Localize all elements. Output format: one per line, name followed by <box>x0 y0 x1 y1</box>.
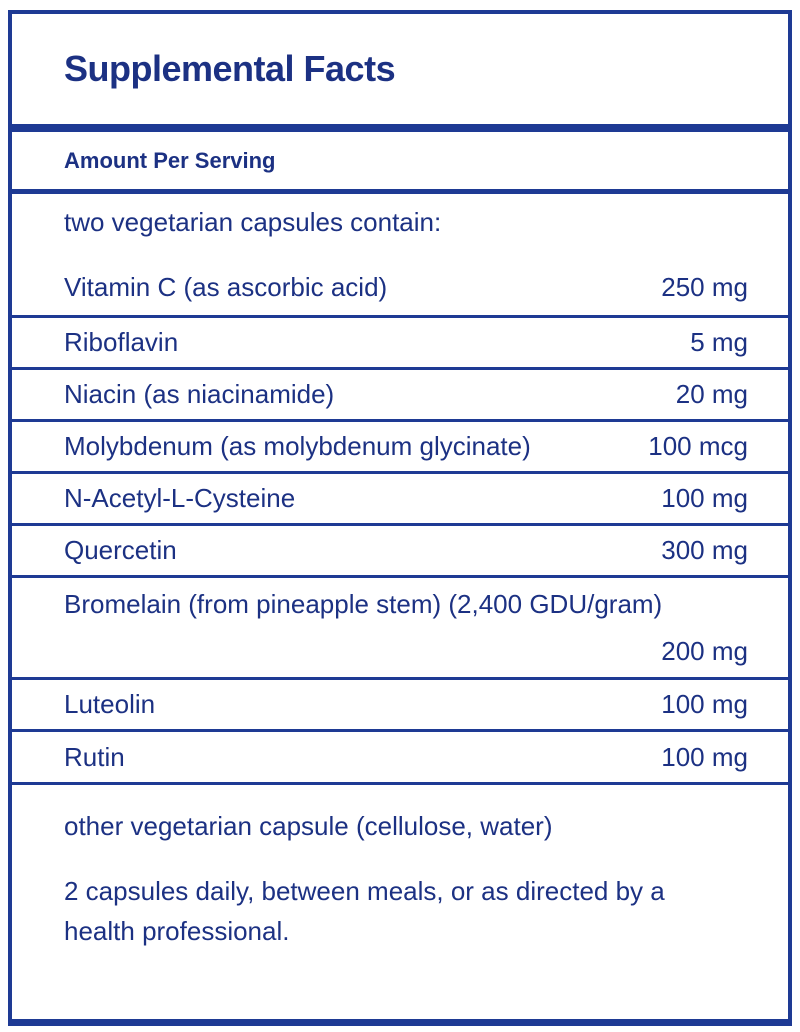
table-row: Luteolin 100 mg <box>12 680 788 732</box>
ingredient-amount: 5 mg <box>690 327 748 357</box>
ingredient-amount: 20 mg <box>675 379 748 409</box>
footer-cell: other vegetarian capsule (cellulose, wat… <box>12 785 788 980</box>
ingredient-name: Rutin <box>64 741 125 772</box>
ingredient-name: N-Acetyl-L-Cysteine <box>64 483 296 513</box>
table-row: Riboflavin 5 mg <box>12 318 788 370</box>
table-row: N-Acetyl-L-Cysteine 100 mg <box>12 474 788 526</box>
ingredient-amount: 200 mg <box>661 635 748 666</box>
table-row: Molybdenum (as molybdenum glycinate) 100… <box>12 422 788 474</box>
ingredient-name: Riboflavin <box>64 327 179 357</box>
serving-note: two vegetarian capsules contain: <box>64 206 442 237</box>
ingredient-amount: 100 mg <box>661 741 748 772</box>
ingredient-amount: 250 mg <box>661 271 748 302</box>
table-row: Rutin 100 mg <box>12 732 788 785</box>
ingredient-amount: 100 mg <box>661 689 748 719</box>
supplement-facts-panel: Supplemental Facts Amount Per Serving tw… <box>8 10 792 1026</box>
table-row: Quercetin 300 mg <box>12 526 788 578</box>
ingredient-amount: 300 mg <box>661 535 748 565</box>
ingredient-name: Bromelain (from pineapple stem) (2,400 G… <box>64 588 663 619</box>
serving-cell: two vegetarian capsules contain: Vitamin… <box>12 194 788 318</box>
title-section: Supplemental Facts <box>12 14 788 132</box>
ingredient-amount: 100 mcg <box>648 431 748 461</box>
ingredient-name: Luteolin <box>64 689 156 719</box>
table-row: Niacin (as niacinamide) 20 mg <box>12 370 788 422</box>
ingredient-name: Quercetin <box>64 535 177 565</box>
directions-text: 2 capsules daily, between meals, or as d… <box>64 876 665 946</box>
amount-per-serving-label: Amount Per Serving <box>64 147 276 173</box>
table-row: Bromelain (from pineapple stem) (2,400 G… <box>12 578 788 680</box>
ingredient-name: Niacin (as niacinamide) <box>64 379 335 409</box>
page-title: Supplemental Facts <box>64 48 396 89</box>
table-row: Vitamin C (as ascorbic acid) 250 mg <box>64 272 748 303</box>
ingredient-name: Molybdenum (as molybdenum glycinate) <box>64 431 531 461</box>
amount-per-serving-header: Amount Per Serving <box>12 132 788 194</box>
ingredient-name: Vitamin C (as ascorbic acid) <box>64 271 388 302</box>
other-ingredients-text: other vegetarian capsule (cellulose, wat… <box>64 811 553 841</box>
ingredient-amount: 100 mg <box>661 483 748 513</box>
